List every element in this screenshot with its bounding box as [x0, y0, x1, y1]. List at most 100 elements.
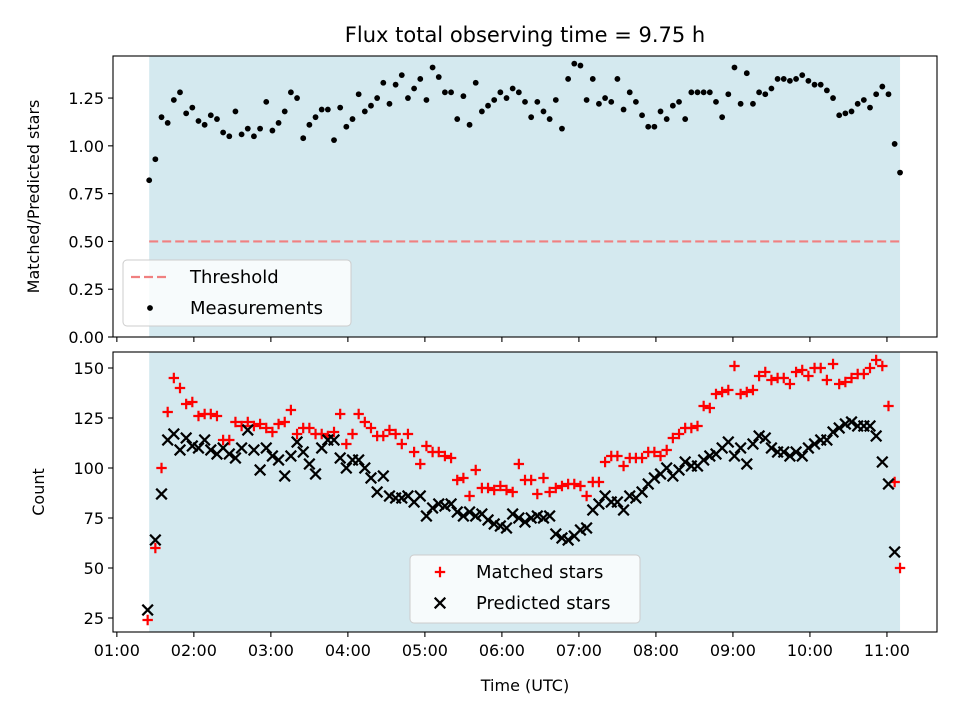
measurement-point: [257, 125, 263, 132]
matched-point: [846, 372, 857, 384]
measurement-point: [867, 104, 873, 111]
matched-point: [698, 400, 709, 412]
measurement-point: [435, 74, 442, 80]
measurement-point: [386, 100, 393, 107]
predicted-point: [802, 441, 815, 455]
matched-point: [550, 482, 562, 494]
matched-point: [168, 372, 180, 384]
x-tick-label: 10:00: [787, 641, 833, 660]
measurement-point: [411, 85, 418, 92]
matched-point: [205, 408, 217, 420]
y-tick-label: 1.00: [68, 137, 104, 156]
matched-point: [883, 400, 894, 412]
predicted-point: [481, 513, 495, 527]
x-tick-label: 07:00: [556, 641, 602, 660]
matched-point: [803, 370, 814, 382]
predicted-point: [414, 489, 427, 503]
measurement-point: [780, 76, 787, 82]
matched-point: [673, 428, 685, 440]
matched-point: [581, 490, 592, 502]
predicted-point: [543, 509, 556, 523]
measurement-point: [294, 95, 300, 101]
predicted-point: [444, 497, 458, 511]
matched-point: [710, 388, 722, 400]
measurement-point: [854, 100, 861, 107]
measurement-point: [756, 89, 763, 96]
series-measurements: [146, 60, 903, 184]
matched-point: [334, 408, 346, 420]
matched-point: [760, 366, 771, 378]
predicted-point: [290, 435, 304, 449]
matched-point: [525, 474, 537, 486]
measurement-point: [244, 125, 251, 132]
measurement-point: [596, 100, 602, 107]
predicted-point: [592, 497, 606, 511]
measurement-point: [676, 98, 682, 105]
matched-point: [156, 462, 167, 474]
predicted-point: [777, 445, 790, 459]
matched-point: [341, 438, 352, 450]
predicted-point: [371, 485, 384, 499]
predicted-point: [759, 431, 772, 445]
y-tick-label: 150: [73, 359, 104, 378]
matched-point: [747, 384, 759, 396]
predicted-point: [463, 505, 476, 519]
predicted-point: [722, 435, 735, 449]
matched-point: [790, 366, 802, 378]
predicted-point: [882, 477, 895, 491]
predicted-point: [358, 461, 371, 475]
measurement-point: [897, 169, 903, 176]
measurement-point: [158, 114, 165, 121]
matched-point: [556, 480, 568, 492]
measurement-point: [663, 116, 670, 122]
measurement-point: [799, 72, 806, 79]
measurement-point: [164, 120, 171, 126]
measurement-point: [454, 116, 461, 122]
measurement-point: [651, 123, 658, 130]
x-tick-label: 06:00: [479, 641, 525, 660]
predicted-point: [278, 469, 291, 483]
matched-point: [415, 458, 426, 470]
measurement-point: [657, 108, 664, 115]
measurement-point: [177, 89, 183, 96]
predicted-point: [796, 449, 809, 463]
legend-matched-swatch: [434, 566, 446, 578]
matched-point: [507, 486, 518, 498]
matched-point: [378, 430, 389, 442]
measurement-point: [497, 89, 504, 96]
measurement-point: [891, 141, 898, 147]
matched-point: [279, 416, 290, 428]
matched-point: [150, 542, 161, 554]
predicted-point: [863, 419, 877, 433]
predicted-point: [845, 415, 858, 429]
predicted-point: [833, 421, 846, 435]
matched-point: [174, 382, 186, 394]
measurement-point: [331, 137, 337, 144]
measurement-point: [515, 89, 522, 96]
y-tick-label: 1.25: [68, 89, 104, 108]
x-tick-label: 04:00: [325, 641, 371, 660]
chart-title: Flux total observing time = 9.75 h: [345, 23, 705, 47]
measurement-point: [472, 79, 479, 86]
predicted-point: [500, 521, 513, 535]
predicted-point: [377, 469, 390, 483]
legend-box: [409, 554, 641, 624]
measurement-point: [885, 91, 892, 98]
matched-point: [797, 364, 808, 376]
predicted-point: [229, 451, 242, 465]
measurement-point: [232, 108, 239, 115]
predicted-point: [457, 509, 470, 523]
predicted-point: [617, 503, 630, 517]
matched-point: [753, 370, 765, 382]
matched-point: [359, 416, 371, 428]
predicted-point: [746, 437, 760, 451]
matched-point: [569, 478, 580, 490]
measurement-point: [713, 98, 719, 105]
measurement-point: [251, 133, 257, 140]
matched-point: [365, 422, 377, 434]
measurement-point: [694, 89, 701, 96]
matched-point: [661, 444, 672, 456]
matched-point: [766, 374, 777, 386]
y-tick-label: 0.75: [68, 185, 104, 204]
measurement-point: [485, 102, 491, 109]
